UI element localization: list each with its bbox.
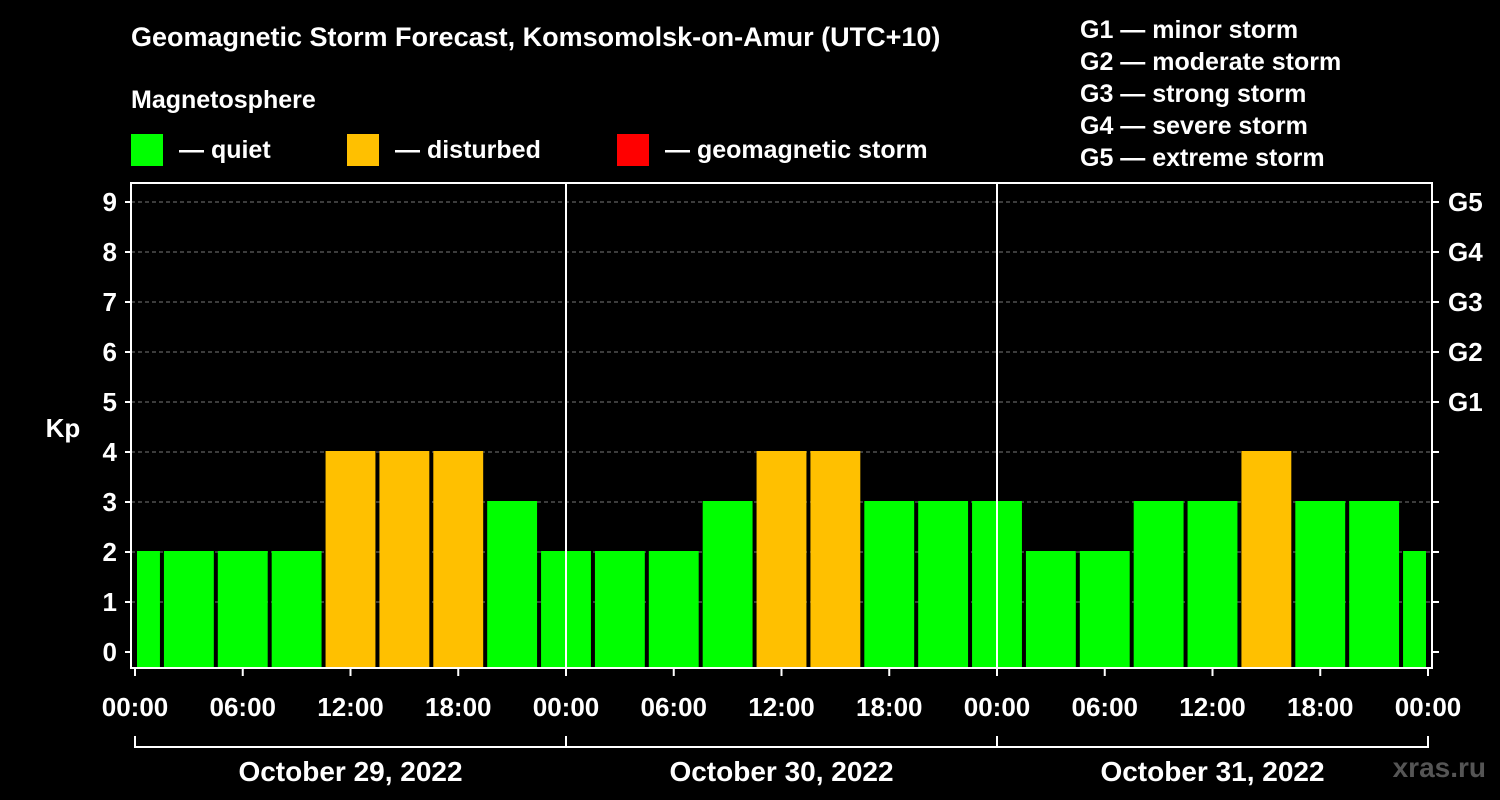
x-tick-label: 12:00 (317, 692, 384, 722)
storm-scale-g3: G3 — strong storm (1080, 80, 1307, 108)
kp-bar (1349, 501, 1400, 668)
day-label: October 31, 2022 (1100, 756, 1324, 787)
legend-swatch-disturbed (347, 134, 379, 166)
y-tick-label: 7 (103, 287, 117, 317)
x-tick-label: 18:00 (425, 692, 492, 722)
chart-title: Geomagnetic Storm Forecast, Komsomolsk-o… (131, 22, 941, 52)
g-scale-label: G4 (1448, 237, 1483, 267)
x-tick-label: 00:00 (533, 692, 600, 722)
y-tick-label: 8 (103, 237, 117, 267)
kp-bar (1187, 501, 1238, 668)
legend-label-quiet: — quiet (179, 135, 271, 164)
kp-bar (810, 451, 861, 668)
legend-item-quiet: — quiet (131, 133, 271, 167)
kp-bar (594, 551, 645, 668)
y-tick-label: 5 (103, 387, 117, 417)
chart-subtitle: Magnetosphere (131, 86, 316, 114)
y-tick-label: 9 (103, 187, 117, 217)
legend-swatch-storm (617, 134, 649, 166)
y-tick-label: 0 (103, 637, 117, 667)
storm-scale-g5: G5 — extreme storm (1080, 144, 1325, 172)
kp-bar (918, 501, 969, 668)
kp-bar (487, 501, 538, 668)
watermark: xras.ru (1392, 752, 1486, 783)
x-tick-label: 18:00 (856, 692, 923, 722)
y-tick-label: 3 (103, 487, 117, 517)
kp-bar (648, 551, 699, 668)
kp-bar (1241, 451, 1292, 668)
day-label: October 29, 2022 (238, 756, 462, 787)
kp-bar (702, 501, 753, 668)
kp-bar (433, 451, 484, 668)
storm-scale-g2: G2 — moderate storm (1080, 48, 1342, 76)
y-tick-label: 2 (103, 537, 117, 567)
x-tick-label: 00:00 (102, 692, 169, 722)
kp-bar (756, 451, 807, 668)
kp-bar (163, 551, 214, 668)
y-tick-label: 1 (103, 587, 117, 617)
storm-scale-legend: G1 — minor storm G2 — moderate storm G3 … (1080, 14, 1341, 174)
x-tick-label: 18:00 (1287, 692, 1354, 722)
legend-label-disturbed: — disturbed (395, 135, 541, 164)
kp-bar (325, 451, 376, 668)
x-tick-label: 06:00 (641, 692, 708, 722)
g-scale-label: G1 (1448, 387, 1483, 417)
kp-bar (271, 551, 322, 668)
x-tick-label: 12:00 (748, 692, 815, 722)
x-tick-label: 06:00 (210, 692, 277, 722)
kp-bar (1295, 501, 1346, 668)
kp-bar (1403, 551, 1426, 668)
x-tick-label: 06:00 (1072, 692, 1139, 722)
x-tick-label: 00:00 (964, 692, 1031, 722)
storm-scale-g1: G1 — minor storm (1080, 16, 1299, 44)
kp-bar (1025, 551, 1076, 668)
kp-bar (864, 501, 915, 668)
g-scale-label: G2 (1448, 337, 1483, 367)
day-label: October 30, 2022 (669, 756, 893, 787)
x-tick-label: 12:00 (1179, 692, 1246, 722)
legend-item-storm: — geomagnetic storm (617, 133, 928, 167)
g-scale-label: G3 (1448, 287, 1483, 317)
legend-item-disturbed: — disturbed (347, 133, 541, 167)
kp-bar (137, 551, 160, 668)
storm-scale-g4: G4 — severe storm (1080, 112, 1308, 140)
kp-bar (1079, 551, 1130, 668)
kp-bar (1133, 501, 1184, 668)
kp-bar (217, 551, 268, 668)
y-axis-label: Kp (46, 413, 81, 443)
g-scale-label: G5 (1448, 187, 1483, 217)
y-tick-label: 6 (103, 337, 117, 367)
y-tick-label: 4 (103, 437, 118, 467)
x-tick-label: 00:00 (1395, 692, 1462, 722)
legend-label-storm: — geomagnetic storm (665, 135, 928, 164)
kp-bar (379, 451, 430, 668)
legend-swatch-quiet (131, 134, 163, 166)
